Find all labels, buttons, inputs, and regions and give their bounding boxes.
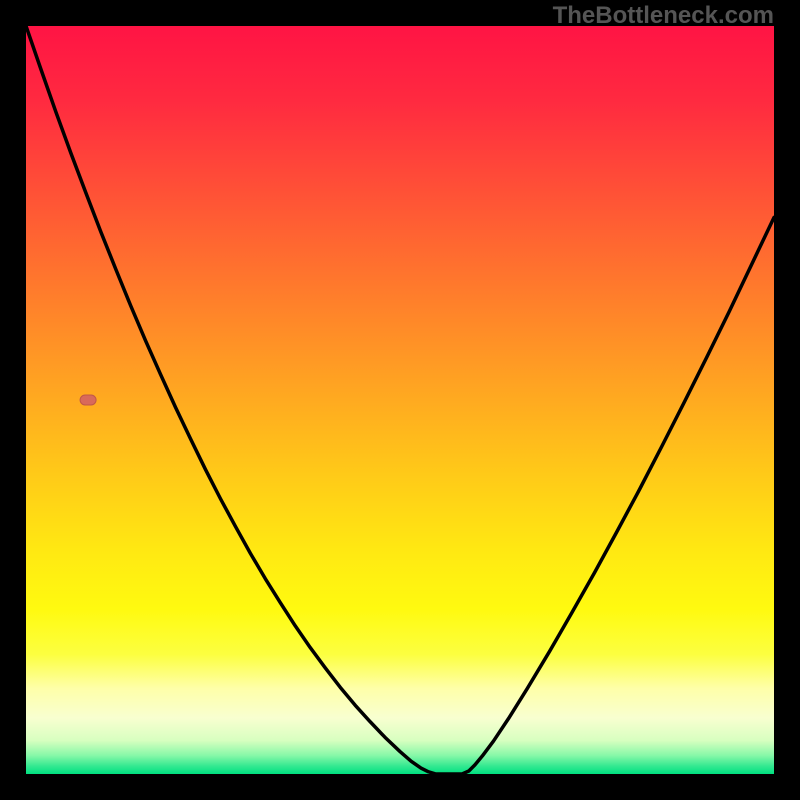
optimal-point-marker: [80, 395, 96, 405]
chart-container: TheBottleneck.com: [0, 0, 800, 800]
bottleneck-curve: [26, 26, 774, 774]
curve-overlay: [26, 26, 774, 774]
watermark-text: TheBottleneck.com: [553, 2, 774, 30]
plot-area: [26, 26, 774, 774]
